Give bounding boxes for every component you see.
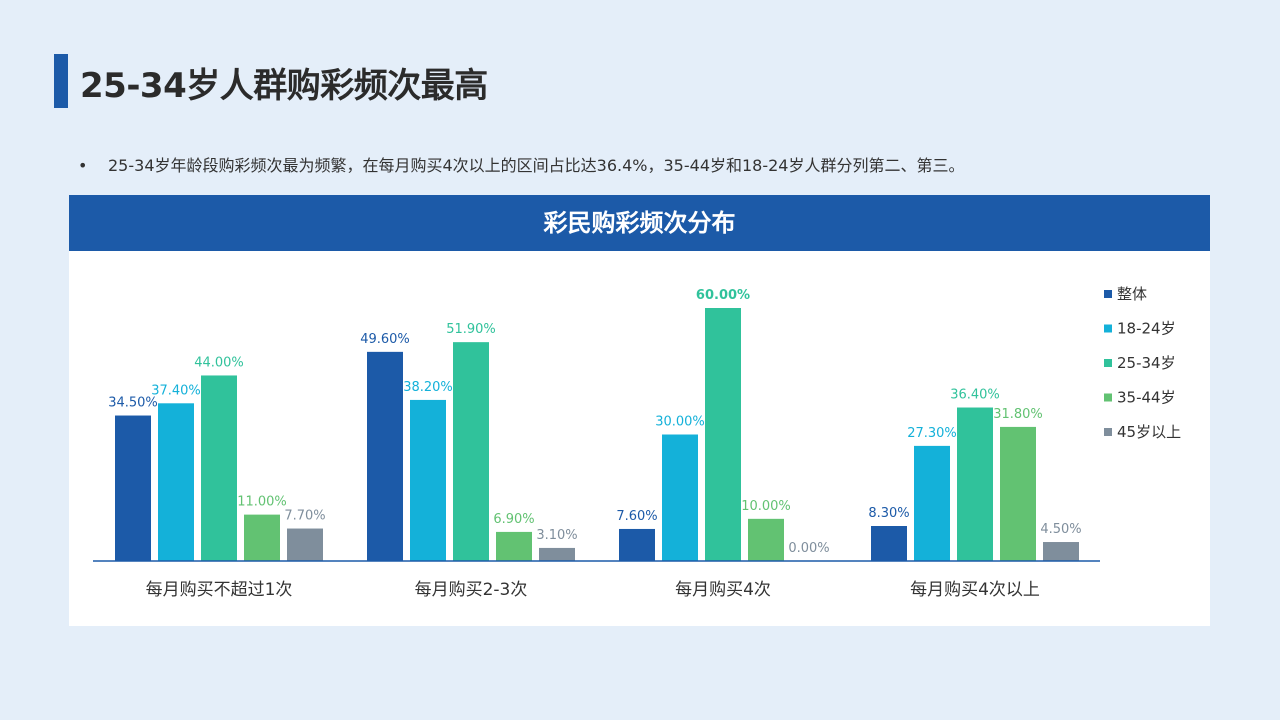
data-label-3-3: 60.00% [696, 288, 750, 303]
data-label-4-1: 8.30% [868, 506, 909, 521]
title-accent-bar [54, 54, 68, 108]
bar-4-4 [1000, 426, 1036, 561]
bullet-marker: • [78, 156, 88, 175]
legend-swatch-2 [1104, 324, 1112, 333]
bar-2-4 [496, 531, 532, 561]
data-label-3-2: 30.00% [655, 415, 705, 430]
legend-label-4: 35-44岁 [1117, 389, 1176, 407]
bar-1-5 [287, 528, 323, 561]
bar-3-1 [619, 528, 655, 561]
data-label-2-2: 38.20% [403, 380, 453, 395]
data-label-2-5: 3.10% [536, 528, 577, 543]
data-label-1-3: 44.00% [194, 355, 244, 370]
bar-3-2 [662, 434, 698, 561]
data-label-4-3: 36.40% [950, 388, 1000, 403]
data-label-3-4: 10.00% [741, 499, 791, 514]
category-label-1: 每月购买不超过1次 [146, 580, 293, 600]
bar-1-4 [244, 514, 280, 561]
category-label-4: 每月购买4次以上 [910, 580, 1040, 600]
legend-label-3: 25-34岁 [1117, 354, 1176, 372]
bar-chart: 34.50%37.40% 44.00% 11.00%7.70% 每月购买不超过1次 49… [93, 285, 1181, 600]
page-title: 25-34岁人群购彩频次最高 [80, 66, 488, 106]
legend-label-1: 整体 [1117, 285, 1147, 303]
category-label-3: 每月购买4次 [675, 580, 771, 600]
bar-3-4 [748, 518, 784, 561]
data-label-3-5: 0.00% [788, 541, 829, 556]
bar-4-3 [957, 407, 993, 561]
bar-4-1 [871, 526, 907, 561]
bar-2-2 [410, 399, 446, 561]
data-label-1-5: 7.70% [284, 509, 325, 524]
chart-panel: 彩民购彩频次分布 34.50% 37.40% 44.00% 11.00% 7.70% 每月… [69, 195, 1210, 626]
data-label-2-1: 49.60% [360, 332, 410, 347]
data-label-4-5: 4.50% [1040, 522, 1081, 537]
data-label-1-4: 11.00% [237, 495, 287, 510]
legend-swatch-3 [1104, 359, 1112, 367]
bar-2-1 [367, 351, 403, 561]
data-label-4-2: 27.30% [907, 426, 957, 441]
data-label-4-4: 31.80% [993, 407, 1043, 422]
category-label-2: 每月购买2-3次 [415, 580, 528, 600]
bar-4-2 [914, 445, 950, 561]
chart-title: 彩民购彩频次分布 [69, 195, 1210, 251]
legend-label-5: 45岁以上 [1117, 423, 1181, 441]
legend-swatch-5 [1104, 428, 1112, 436]
data-label-2-4: 6.90% [493, 512, 534, 527]
summary-text: 25-34岁年龄段购彩频次最为频繁，在每月购买4次以上的区间占比达36.4%，3… [108, 156, 965, 175]
bar-4-5 [1043, 542, 1079, 561]
bar-2-3 [453, 342, 489, 561]
summary-bullet: • 25-34岁年龄段购彩频次最为频繁，在每月购买4次以上的区间占比达36.4%，… [78, 152, 965, 176]
bar-1-3 [201, 375, 237, 561]
data-label-3-1: 7.60% [616, 509, 657, 524]
data-label-1-1: 34.50% [108, 396, 158, 411]
legend-swatch-1 [1104, 290, 1112, 298]
data-label-1-2: 37.40% [151, 383, 201, 398]
bar-2-5 [539, 547, 575, 561]
bar-1-2 [158, 403, 194, 561]
bar-1-1 [115, 415, 151, 561]
legend-swatch-4 [1104, 393, 1112, 402]
data-label-2-3: 51.90% [446, 322, 496, 337]
legend-label-2: 18-24岁 [1117, 320, 1176, 338]
bar-3-3 [705, 308, 741, 561]
